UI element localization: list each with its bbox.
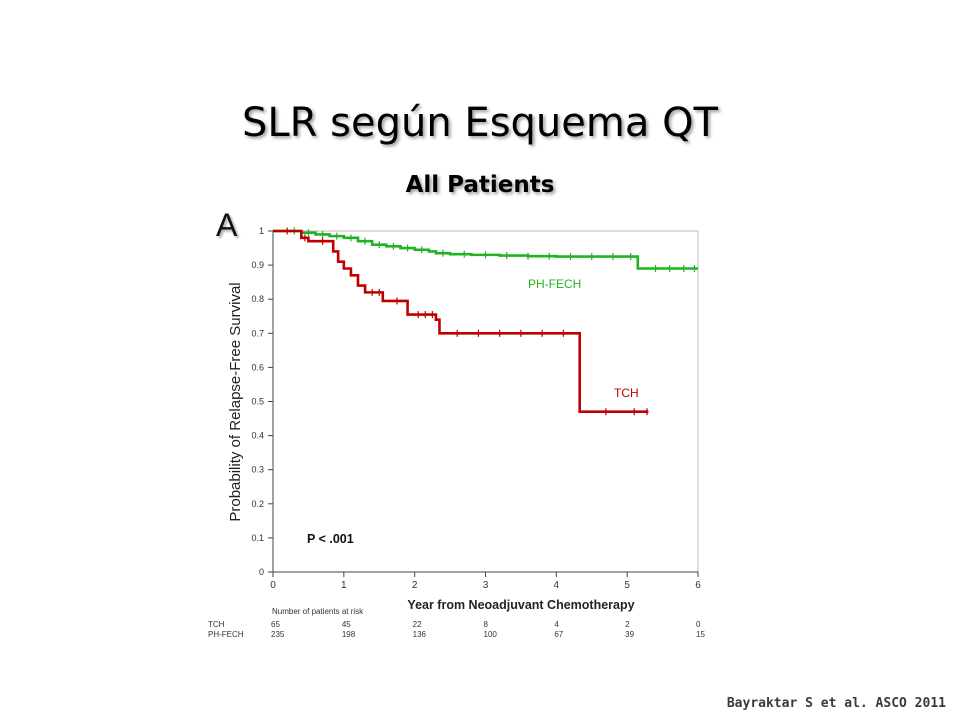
plot-frame [272,230,699,573]
y-tick-label: 0.2 [251,499,264,509]
risk-cell: 45 [342,620,351,629]
y-tick-label: 0 [259,567,264,577]
risk-cell: 198 [342,630,356,639]
x-tick-label: 1 [341,580,347,591]
y-tick-label: 0.3 [251,465,264,475]
risk-cell: 22 [413,620,422,629]
series-line-ph-fech [273,229,698,270]
risk-table: Number of patients at risk TCH 65 45 22 8 4 2 0… [208,607,705,639]
y-tick-label: 0.1 [251,533,264,543]
x-axis-label: Year from Neoadjuvant Chemotherapy [407,598,634,612]
y-tick-label: 0.4 [251,431,264,441]
series-line-tch [273,229,649,414]
x-tick-label: 2 [412,580,418,591]
risk-cell: 8 [484,620,489,629]
chart-labels: Probability of Relapse-Free Survival Yea… [227,277,639,612]
x-tick-label: 3 [483,580,489,591]
x-tick-label: 5 [624,580,630,591]
slide-title: SLR según Esquema QT [241,100,718,146]
risk-cell: 136 [413,630,427,639]
chart-axes: 0 0.1 0.2 0.3 0.4 0.5 0.6 0.7 0.8 0.9 1 0 1 2 3 4 5 6 [251,226,701,591]
risk-cell: 0 [696,620,701,629]
y-tick-label: 0.6 [251,362,264,372]
slide-subtitle: All Patients [405,172,555,198]
risk-cell: 100 [484,630,498,639]
risk-row-label: TCH [208,620,225,629]
y-axis-label: Probability of Relapse-Free Survival [227,282,244,521]
y-tick-label: 0.8 [251,294,264,304]
risk-cell: 4 [554,620,559,629]
risk-cell: 39 [625,630,634,639]
chart-series [273,227,698,416]
risk-cell: 67 [554,630,563,639]
p-value-annotation: P < .001 [307,532,354,546]
y-tick-label: 0.7 [251,328,264,338]
series-label-ph-fech: PH-FECH [528,277,581,291]
risk-row-label: PH-FECH [208,630,244,639]
y-tick-label: 1 [259,226,264,236]
risk-cell: 65 [271,620,280,629]
x-tick-label: 4 [554,580,560,591]
panel-letter: A [216,207,238,243]
series-label-tch: TCH [614,386,639,400]
risk-cell: 2 [625,620,630,629]
x-tick-label: 6 [695,580,701,591]
risk-table-title: Number of patients at risk [272,607,364,616]
risk-cell: 15 [696,630,705,639]
y-tick-label: 0.9 [251,260,264,270]
citation: Bayraktar S et al. ASCO 2011 [726,696,946,711]
risk-cell: 235 [271,630,285,639]
y-tick-label: 0.5 [251,397,264,407]
x-tick-label: 0 [270,580,276,591]
